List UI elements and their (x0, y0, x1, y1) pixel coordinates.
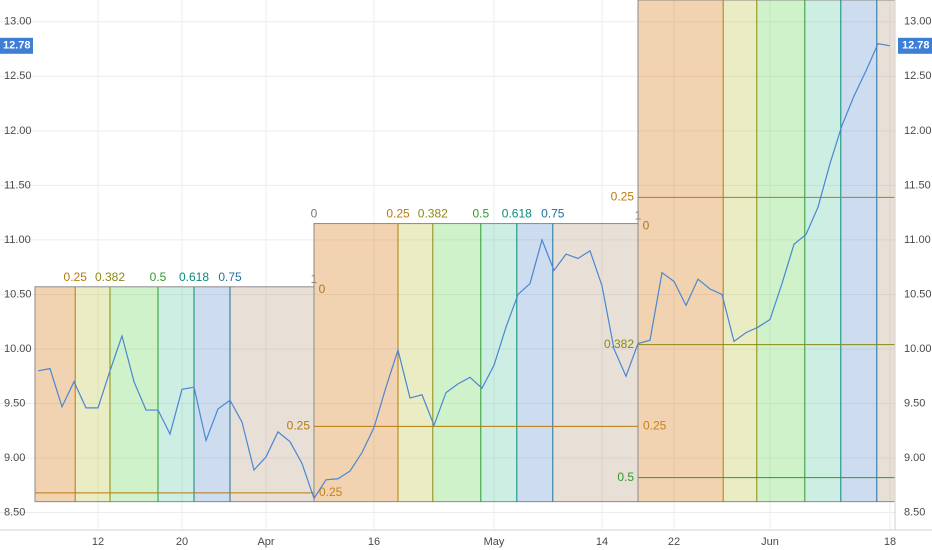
zone-section (75, 286, 110, 502)
last-price-tag (898, 37, 932, 54)
zone-section (230, 286, 314, 502)
zone-section (158, 286, 194, 502)
zone-hlevel-label: 0.25 (319, 485, 343, 499)
y-tick-label: 9.50 (904, 397, 925, 409)
zone-end-label: 0 (643, 219, 650, 233)
zone-section (35, 286, 76, 502)
y-tick-label: 10.00 (904, 343, 932, 355)
y-tick-label: 13.00 (904, 16, 932, 28)
y-tick-label: 12.50 (904, 70, 932, 82)
zone-section (552, 223, 638, 502)
zone-section (840, 0, 877, 502)
y-tick-label: 11.50 (904, 179, 931, 191)
x-tick-label: 22 (668, 536, 680, 548)
zone-hlevel-label: 0.25 (287, 419, 311, 433)
zone-level-label: 0.382 (418, 207, 448, 221)
zone-section (314, 223, 398, 502)
zone-section (638, 0, 724, 502)
x-tick-label: 16 (368, 536, 380, 548)
zone-level-label: 0.5 (472, 207, 489, 221)
y-tick-label: 10.50 (4, 288, 32, 300)
y-tick-label: 8.50 (904, 506, 925, 518)
zone-section (480, 223, 517, 502)
zone-hlevel-label: 0.25 (611, 190, 635, 204)
last-price-tag (0, 37, 33, 54)
x-tick-label: May (484, 536, 505, 548)
y-tick-label: 9.00 (4, 452, 25, 464)
zone-start-label: 0 (311, 207, 318, 221)
x-tick-label: Apr (257, 536, 274, 548)
y-tick-label: 10.00 (4, 343, 32, 355)
zone-hlevel-label: 0.25 (643, 419, 667, 433)
y-tick-label: 12.00 (904, 125, 932, 137)
zone-section (398, 223, 433, 502)
y-tick-label: 11.00 (904, 234, 931, 246)
zone-section (804, 0, 841, 502)
y-tick-label: 9.00 (904, 452, 925, 464)
zone-level-label: 0.618 (179, 270, 209, 284)
zone-section (432, 223, 481, 502)
x-tick-label: 12 (92, 536, 104, 548)
x-tick-label: 20 (176, 536, 188, 548)
x-tick-label: 14 (596, 536, 608, 548)
x-tick-label: 18 (884, 536, 896, 548)
y-tick-label: 12.00 (4, 125, 32, 137)
price-line (37, 42, 891, 500)
zone-level-label: 0.75 (218, 270, 242, 284)
zone-hlevel-label: 0.5 (617, 470, 634, 484)
x-tick-label: Jun (761, 536, 779, 548)
zone-level-label: 0.618 (502, 207, 532, 221)
last-price-label: 12.78 (902, 40, 930, 52)
zone-level-label: 0.382 (95, 270, 125, 284)
y-tick-label: 11.00 (4, 234, 31, 246)
y-tick-label: 12.50 (4, 70, 32, 82)
zone-level-label: 0.75 (541, 207, 565, 221)
y-tick-label: 13.00 (4, 16, 32, 28)
zone-section (876, 0, 895, 502)
zone-level-label: 0.5 (150, 270, 167, 284)
axis-bottom-bg (0, 530, 932, 550)
y-tick-label: 8.50 (4, 506, 25, 518)
zone-hlevel-label: 0.382 (604, 337, 634, 351)
zone-end-label: 0 (319, 282, 326, 296)
zone-section (723, 0, 757, 502)
y-tick-label: 10.50 (904, 288, 932, 300)
last-price-label: 12.78 (3, 40, 31, 52)
zone-section (756, 0, 805, 502)
zone-section (194, 286, 230, 502)
y-tick-label: 9.50 (4, 397, 25, 409)
zone-section (110, 286, 158, 502)
zone-level-label: 0.25 (64, 270, 88, 284)
axis-right-bg (895, 0, 932, 530)
y-tick-label: 11.50 (4, 179, 31, 191)
zone-level-label: 0.25 (386, 207, 410, 221)
zone-section (516, 223, 553, 502)
